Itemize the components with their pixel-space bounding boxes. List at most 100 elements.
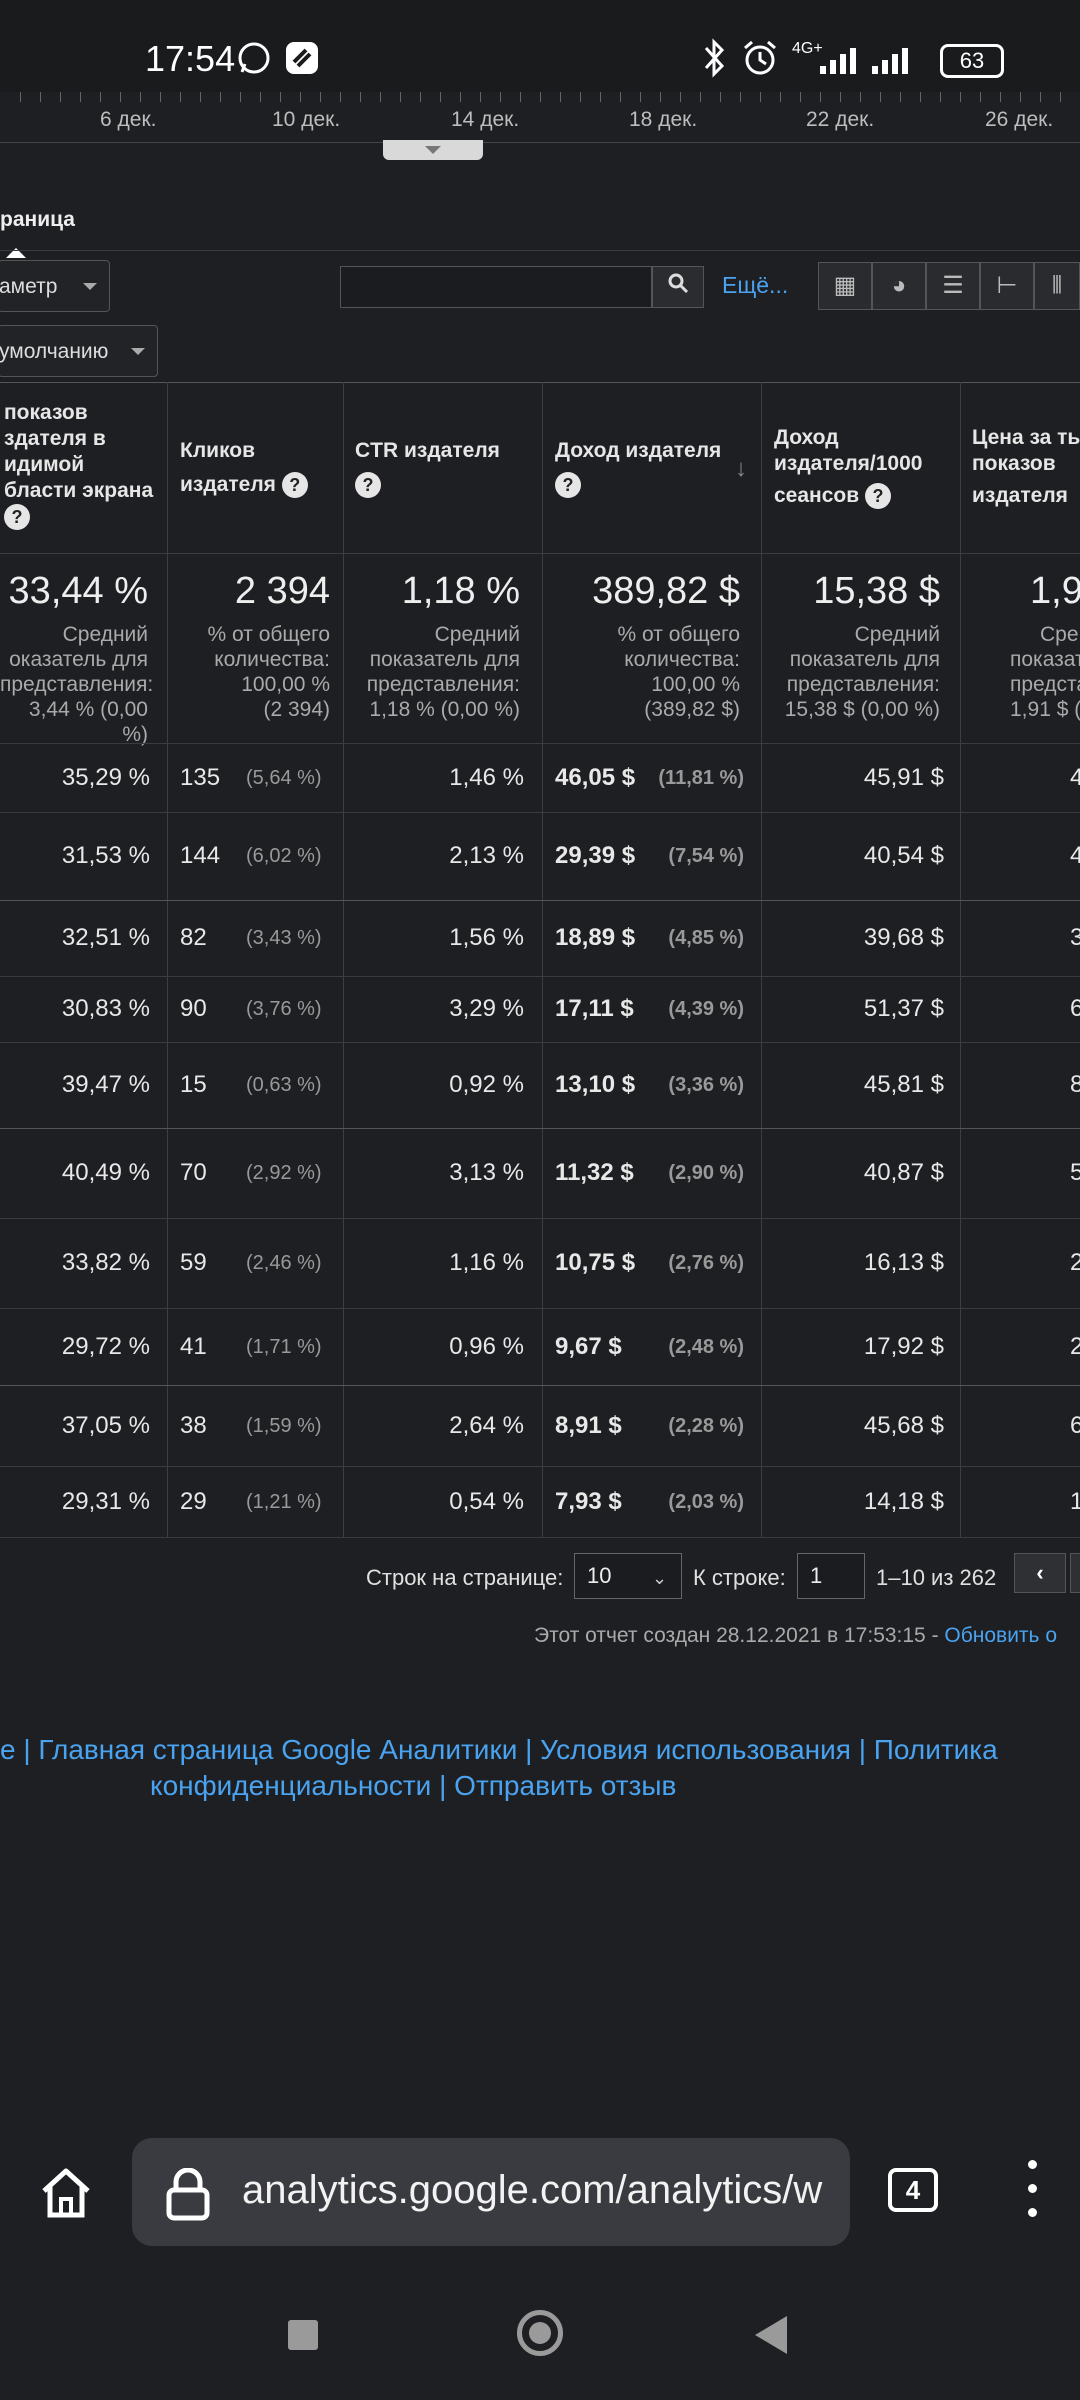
cell-revenue-per-1000: 39,68 $ bbox=[863, 924, 944, 951]
cell-viewable: 29,72 % bbox=[61, 1333, 150, 1360]
column-header-revenue[interactable]: Доход издателя ? bbox=[555, 438, 721, 499]
refresh-link[interactable]: Обновить о bbox=[944, 1624, 1058, 1647]
back-button[interactable] bbox=[755, 2316, 787, 2354]
timeline-tick-label: 6 дек. bbox=[100, 108, 157, 131]
bar-chart-icon: ☰ bbox=[942, 272, 964, 299]
cell-clicks-pct: (6,02 %) bbox=[246, 845, 322, 867]
total-sub-line: представления: bbox=[366, 673, 520, 696]
tab-page[interactable]: раница bbox=[0, 208, 75, 231]
app-notification-icon bbox=[284, 40, 320, 81]
previous-page-button[interactable]: ‹ bbox=[1014, 1553, 1066, 1593]
view-table-button[interactable]: ▦ bbox=[818, 262, 872, 310]
battery-level: 63 bbox=[959, 48, 985, 73]
tabs-count-button[interactable]: 4 bbox=[888, 2168, 938, 2212]
total-value: 15,38 $ bbox=[813, 570, 940, 612]
cell-viewable: 40,49 % bbox=[61, 1159, 150, 1186]
more-link[interactable]: Ещё... bbox=[722, 272, 789, 298]
alarm-icon bbox=[740, 38, 780, 83]
header-line: здателя в bbox=[4, 427, 106, 450]
cell-revenue-per-1000: 45,68 $ bbox=[863, 1412, 944, 1439]
dimension-dropdown[interactable]: аметр bbox=[0, 260, 110, 312]
help-icon[interactable]: ? bbox=[281, 472, 308, 499]
cell-viewable: 35,29 % bbox=[61, 764, 150, 791]
footer-line[interactable]: конфиденциальности | Отправить отзыв bbox=[150, 1770, 677, 1801]
help-icon[interactable]: ? bbox=[355, 472, 381, 499]
cell-ctr: 2,13 % bbox=[449, 842, 524, 869]
timeline-tick-label: 26 дек. bbox=[985, 108, 1054, 131]
home-button[interactable] bbox=[36, 2163, 96, 2223]
header-line: идимой bbox=[4, 453, 85, 476]
status-bar: 17:54 4G+ 63 bbox=[0, 0, 1080, 92]
sort-dropdown[interactable]: умолчанию bbox=[0, 325, 158, 377]
timeline-tick-label: 18 дек. bbox=[629, 108, 698, 131]
url-text[interactable]: analytics.google.com/analytics/w bbox=[242, 2168, 823, 2212]
cell-clicks: 41 bbox=[180, 1333, 207, 1360]
total-sub-line: показател bbox=[1010, 648, 1080, 671]
cell-ctr: 0,54 % bbox=[449, 1488, 524, 1515]
cell-revenue: 11,32 $ bbox=[555, 1159, 634, 1186]
cell-clicks: 29 bbox=[180, 1488, 207, 1515]
cell-revenue-per-1000: 51,37 $ bbox=[863, 995, 944, 1022]
cell-revenue-pct: (2,03 %) bbox=[668, 1491, 744, 1513]
cell-revenue-pct: (2,76 %) bbox=[668, 1252, 744, 1274]
more-vert-icon[interactable] bbox=[1024, 2160, 1040, 2230]
help-icon[interactable]: ? bbox=[555, 472, 581, 499]
cell-cpm: 4 bbox=[1070, 764, 1080, 791]
goto-row-label: К строке: bbox=[693, 1565, 786, 1590]
total-value: 1,9 bbox=[1030, 570, 1080, 612]
cell-cpm: 3 bbox=[1070, 924, 1080, 951]
help-icon[interactable]: ? bbox=[864, 483, 891, 510]
cell-viewable: 32,51 % bbox=[61, 924, 150, 951]
cell-clicks: 144 bbox=[180, 842, 221, 869]
bluetooth-icon bbox=[700, 38, 728, 83]
total-sub-line: показатель для bbox=[369, 648, 520, 671]
next-page-button[interactable] bbox=[1070, 1553, 1080, 1593]
total-sub-line: количества: bbox=[624, 648, 740, 671]
column-header-viewable[interactable]: показов здателя в идимой бласти экрана ? bbox=[4, 400, 153, 531]
total-sub-line: 100,00 % bbox=[241, 673, 330, 696]
dimension-dropdown-label: аметр bbox=[0, 275, 58, 298]
total-subtext: Средний показатель для представления: 15,38… bbox=[764, 622, 940, 722]
search-input[interactable] bbox=[340, 266, 652, 308]
view-performance-button[interactable]: ☰ bbox=[926, 262, 980, 310]
goto-row-input[interactable] bbox=[797, 1553, 865, 1599]
cell-clicks: 59 bbox=[180, 1249, 207, 1276]
cell-clicks-pct: (3,76 %) bbox=[246, 998, 322, 1020]
cell-ctr: 3,29 % bbox=[449, 995, 524, 1022]
view-pivot-button[interactable]: ⦀ bbox=[1034, 262, 1080, 310]
total-sub-line: 15,38 $ (0,00 %) bbox=[784, 698, 940, 721]
lock-icon[interactable] bbox=[165, 2167, 211, 2227]
url-bar[interactable] bbox=[132, 2138, 850, 2246]
column-header-cpm[interactable]: Цена за ты показов издателя bbox=[972, 425, 1080, 509]
cell-revenue: 7,93 $ bbox=[555, 1488, 622, 1515]
search-button[interactable] bbox=[652, 266, 704, 308]
cell-clicks: 38 bbox=[180, 1412, 207, 1439]
column-header-revenue-per-1000[interactable]: Доход издателя/1000 сеансов ? bbox=[774, 425, 922, 510]
footer-line[interactable]: е | Главная страница Google Аналитики | … bbox=[0, 1734, 998, 1765]
chart-collapse-handle[interactable] bbox=[383, 140, 483, 160]
cell-revenue-pct: (4,39 %) bbox=[668, 998, 744, 1020]
chevron-left-icon: ‹ bbox=[1036, 1560, 1044, 1585]
cell-revenue: 17,11 $ bbox=[555, 995, 634, 1022]
recent-apps-button[interactable] bbox=[288, 2320, 318, 2350]
total-sub-line: 1,18 % (0,00 %) bbox=[369, 698, 520, 721]
view-comparison-button[interactable]: ⊢ bbox=[980, 262, 1034, 310]
total-sub-line: показатель для bbox=[789, 648, 940, 671]
total-sub-line: (389,82 $) bbox=[644, 698, 740, 721]
view-pie-button[interactable]: ◕ bbox=[872, 262, 926, 310]
sort-dropdown-label: умолчанию bbox=[0, 340, 109, 363]
column-header-clicks[interactable]: Кликов издателя ? bbox=[180, 438, 308, 499]
help-icon[interactable]: ? bbox=[4, 504, 30, 531]
header-line: показов bbox=[972, 452, 1056, 475]
footer-links[interactable]: е | Главная страница Google Аналитики | … bbox=[0, 1732, 1080, 1804]
header-line: CTR издателя bbox=[355, 439, 500, 462]
cell-revenue: 10,75 $ bbox=[555, 1249, 636, 1276]
grid-icon: ▦ bbox=[833, 272, 857, 299]
cell-viewable: 39,47 % bbox=[61, 1071, 150, 1098]
header-line: Кликов bbox=[180, 439, 256, 462]
home-nav-button[interactable] bbox=[517, 2310, 563, 2356]
column-header-ctr[interactable]: CTR издателя ? bbox=[355, 438, 500, 499]
rows-per-page-select[interactable]: 10 bbox=[574, 1553, 682, 1599]
total-value: 389,82 $ bbox=[592, 570, 740, 612]
cell-revenue-per-1000: 14,18 $ bbox=[863, 1488, 944, 1515]
